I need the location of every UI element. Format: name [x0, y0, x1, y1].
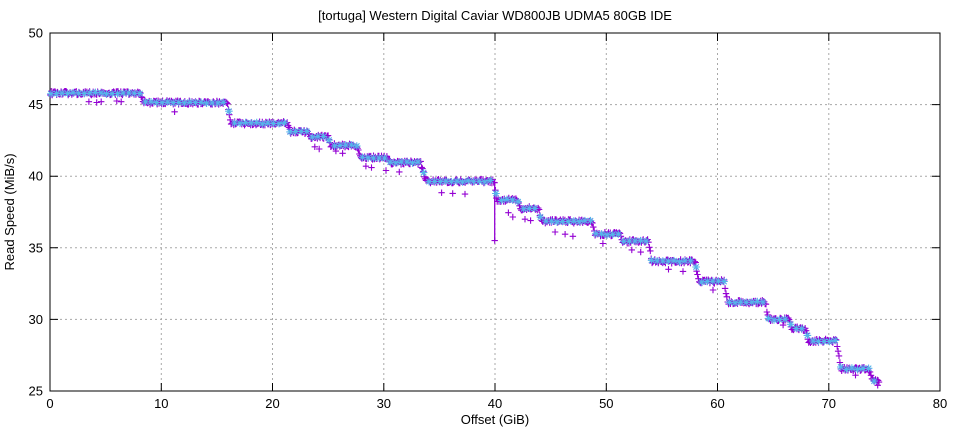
y-tick-label: 40 [29, 169, 43, 184]
x-tick-label: 60 [710, 396, 724, 411]
x-tick-label: 50 [599, 396, 613, 411]
axis-ticks [49, 32, 941, 392]
x-tick-label: 30 [377, 396, 391, 411]
dropout-spike-marker [491, 237, 498, 244]
x-tick-label: 40 [488, 396, 502, 411]
chart-generated-layer: 0 10 20 30 40 50 60 70 80 25 30 35 40 45 50 [29, 26, 948, 412]
y-tick-label: 30 [29, 312, 43, 327]
series-read-speed-samples [47, 88, 883, 389]
y-tick-label: 45 [29, 97, 43, 112]
x-tick-label: 20 [265, 396, 279, 411]
x-tick-label: 70 [822, 396, 836, 411]
y-tick-label: 35 [29, 240, 43, 255]
y-axis-label: Read Speed (MiB/s) [2, 153, 17, 270]
x-tick-label: 80 [933, 396, 947, 411]
y-tick-label: 50 [29, 26, 43, 41]
x-axis-label: Offset (GiB) [461, 412, 529, 427]
x-tick-label: 10 [154, 396, 168, 411]
chart-title: [tortuga] Western Digital Caviar WD800JB… [318, 8, 672, 23]
series-read-speed-average [47, 88, 878, 385]
y-tick-label: 25 [29, 384, 43, 399]
x-tick-label: 0 [46, 396, 53, 411]
